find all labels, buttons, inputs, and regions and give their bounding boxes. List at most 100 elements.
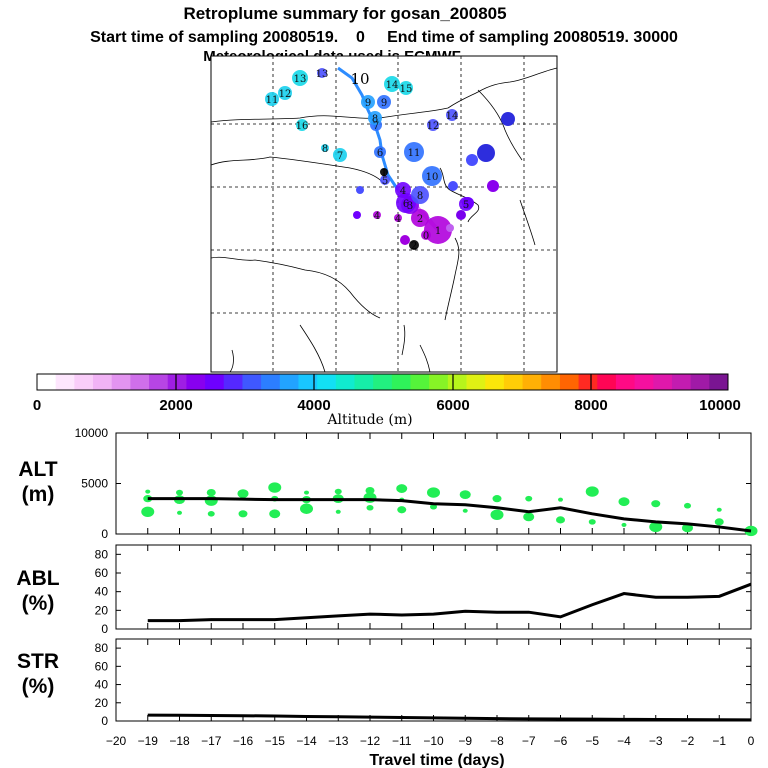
colorbar-swatch: [503, 374, 524, 390]
alt-point: [304, 490, 309, 495]
str-panel-label-1: STR: [17, 650, 59, 673]
trajectory-dot: [380, 175, 390, 185]
colorbar-swatch: [541, 374, 561, 390]
trajectory-label: 11: [408, 148, 421, 159]
trajectory-label: 1: [381, 168, 387, 179]
colorbar-swatch: [709, 374, 729, 390]
abl-ytick-label: 20: [95, 603, 109, 617]
trajectory-dot: [427, 119, 439, 131]
x-tick-label: −11: [392, 734, 412, 748]
trajectory-dot: [411, 186, 429, 204]
trajectory-dot: [446, 224, 454, 232]
alt-point: [651, 500, 661, 508]
alt-point: [556, 516, 565, 524]
alt-point: [206, 488, 216, 497]
trajectory-label: 9: [365, 98, 371, 109]
trajectory-label: 12: [427, 121, 440, 132]
trajectory-label: 8: [372, 114, 378, 125]
colorbar-swatch: [410, 374, 430, 390]
alt-point: [585, 486, 599, 497]
trajectory-label: 8: [322, 144, 328, 155]
x-tick-label: −4: [617, 734, 631, 748]
chart-title: Retroplume summary for gosan_200805: [183, 4, 506, 23]
x-tick-label: −13: [328, 734, 349, 748]
alt-point: [682, 523, 693, 533]
colorbar-tick-10000: 10000: [699, 397, 741, 414]
alt-point: [618, 497, 630, 507]
trajectory-label: 6: [377, 148, 383, 159]
alt-point: [621, 522, 627, 527]
alt-point: [269, 509, 281, 519]
trajectory-label: 13: [316, 69, 329, 80]
colorbar-tick-8000: 8000: [574, 397, 607, 414]
x-tick-label: −16: [233, 734, 254, 748]
x-tick-label: −14: [296, 734, 317, 748]
trajectory-label: 9: [381, 98, 387, 109]
colorbar-swatch: [559, 374, 580, 390]
x-tick-label: −3: [649, 734, 663, 748]
alt-mean-line: [147, 497, 752, 533]
str-ytick-label: 80: [95, 641, 109, 655]
trajectory-dot: [380, 168, 388, 176]
abl-panel-frame: [115, 544, 752, 630]
map-coastlines: [210, 67, 558, 373]
x-tick-label: −15: [265, 734, 286, 748]
abl-panel-label-1: ABL: [16, 567, 59, 590]
trajectory-label: 4: [374, 211, 380, 222]
trajectory-dot: [466, 154, 478, 166]
trajectory-label: 5: [463, 200, 469, 211]
alt-point: [334, 488, 342, 495]
trajectory-label: 14: [446, 111, 459, 122]
trajectory-dot: [421, 230, 431, 240]
trajectory-label: 2: [417, 214, 423, 225]
trajectory-dot: [278, 86, 292, 100]
alt-point: [177, 510, 182, 515]
trajectory-dot: [409, 240, 419, 250]
trajectory-label: 10: [426, 172, 439, 183]
trajectory-dot: [477, 144, 495, 162]
colorbar-swatch: [634, 374, 654, 390]
colorbar-swatch: [55, 374, 75, 390]
alt-point: [525, 495, 533, 502]
alt-panel-frame: [115, 432, 752, 535]
alt-panel-label-2: (m): [22, 483, 55, 506]
alt-panel-label-1: ALT: [18, 458, 57, 481]
trajectory-label: 13: [294, 74, 307, 85]
alt-point: [490, 509, 504, 521]
x-tick-label: −7: [522, 734, 536, 748]
colorbar-swatch: [242, 374, 262, 390]
str-ytick-label: 0: [101, 714, 108, 728]
trajectory-dot: [404, 142, 424, 162]
trajectory-dot: [377, 95, 391, 109]
colorbar-swatch: [111, 374, 131, 390]
trajectory-dot: [374, 146, 386, 158]
trajectory-dot: [356, 186, 364, 194]
colorbar-swatch: [671, 374, 692, 390]
alt-point: [649, 521, 663, 533]
colorbar-swatch: [690, 374, 710, 390]
trajectory-dot: [296, 119, 308, 131]
trajectory-label: 2: [411, 241, 417, 252]
str-ytick-label: 60: [95, 659, 109, 673]
alt-point: [523, 512, 535, 522]
colorbar-swatch: [354, 374, 374, 390]
alt-point: [366, 504, 374, 511]
alt-point: [204, 495, 218, 506]
alt-point: [714, 518, 724, 526]
trajectory-label: 1: [435, 226, 441, 237]
chart-subtitle: Start time of sampling 20080519. 0 End t…: [90, 29, 678, 46]
trajectory-dot: [317, 68, 327, 78]
x-tick-label: −1: [712, 734, 726, 748]
x-tick-label: −17: [201, 734, 222, 748]
x-tick-label: −5: [585, 734, 599, 748]
alt-ytick-label: 0: [101, 527, 108, 541]
alt-point: [459, 490, 471, 500]
trajectory-dot: [411, 209, 429, 227]
colorbar-swatch: [653, 374, 673, 390]
alt-point: [237, 489, 249, 498]
colorbar-swatch: [205, 374, 225, 390]
colorbar-swatch: [373, 374, 393, 390]
trajectory-label: 3: [407, 201, 413, 212]
alt-point: [207, 511, 215, 517]
